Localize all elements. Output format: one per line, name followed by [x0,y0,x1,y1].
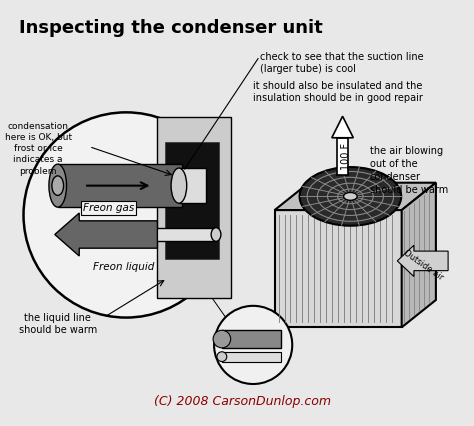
Text: Freon liquid: Freon liquid [92,262,154,272]
Polygon shape [397,245,448,276]
Circle shape [24,112,229,317]
Ellipse shape [99,227,109,242]
Ellipse shape [211,227,221,242]
Bar [157,117,231,298]
Text: (C) 2008 CarsonDunlop.com: (C) 2008 CarsonDunlop.com [154,395,331,409]
Text: check to see that the suction line
(larger tube) is cool: check to see that the suction line (larg… [260,52,424,74]
Ellipse shape [213,330,231,348]
Polygon shape [55,213,157,256]
Text: condensation
here is OK, but
frost or ice
indicates a
problem: condensation here is OK, but frost or ic… [5,122,72,176]
Bar [274,210,401,327]
Circle shape [214,306,292,384]
Bar [222,352,281,362]
Polygon shape [401,183,436,327]
Text: 100 F: 100 F [340,143,350,170]
Ellipse shape [300,167,401,226]
Polygon shape [274,183,436,210]
Bar [104,227,216,242]
Ellipse shape [344,193,357,200]
Text: the liquid line
should be warm: the liquid line should be warm [18,313,97,335]
Text: Freon gas: Freon gas [83,203,134,213]
Ellipse shape [217,352,227,362]
Bar [179,168,206,203]
Ellipse shape [171,168,187,203]
Bar [337,138,348,175]
Text: the air blowing
out of the
condenser
should be warm: the air blowing out of the condenser sho… [370,146,448,195]
Text: Inspecting the condenser unit: Inspecting the condenser unit [18,19,322,37]
Bar [165,142,219,259]
Polygon shape [332,116,353,138]
Bar [58,164,182,207]
Ellipse shape [49,164,66,207]
Ellipse shape [52,176,64,196]
Text: it should also be insulated and the
insulation should be in good repair: it should also be insulated and the insu… [253,81,423,104]
Bar [222,330,281,348]
Text: Outside air: Outside air [402,248,445,282]
